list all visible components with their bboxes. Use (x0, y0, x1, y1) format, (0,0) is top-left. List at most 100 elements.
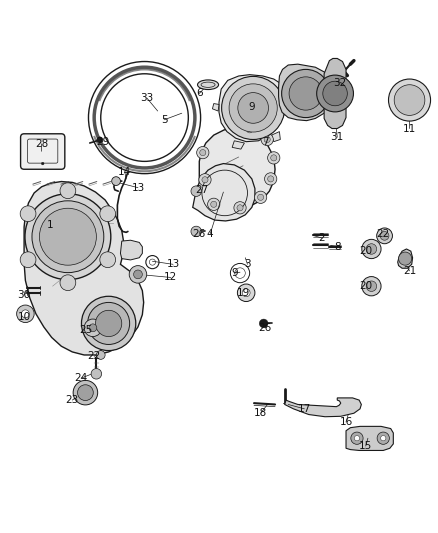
Circle shape (21, 310, 29, 318)
Text: 10: 10 (18, 312, 31, 322)
Polygon shape (272, 132, 280, 142)
Circle shape (84, 319, 102, 336)
Circle shape (265, 173, 277, 185)
FancyBboxPatch shape (21, 134, 65, 169)
Circle shape (20, 206, 36, 222)
Circle shape (354, 435, 360, 441)
Circle shape (197, 147, 209, 159)
Text: 17: 17 (298, 404, 311, 414)
Text: 22: 22 (88, 351, 101, 361)
Polygon shape (346, 426, 393, 450)
Circle shape (91, 368, 102, 379)
Circle shape (208, 198, 220, 211)
Circle shape (394, 85, 425, 115)
Ellipse shape (198, 80, 219, 90)
Text: 25: 25 (79, 325, 92, 335)
Circle shape (238, 93, 268, 123)
Polygon shape (279, 64, 333, 120)
Circle shape (39, 208, 96, 265)
Circle shape (380, 231, 389, 240)
Circle shape (289, 77, 322, 110)
Circle shape (317, 75, 353, 112)
Circle shape (229, 84, 277, 132)
Text: 16: 16 (339, 417, 353, 427)
Text: 13: 13 (166, 260, 180, 269)
Polygon shape (398, 249, 413, 268)
Circle shape (323, 81, 347, 106)
Circle shape (222, 76, 285, 140)
Circle shape (381, 435, 386, 441)
Circle shape (200, 150, 206, 156)
Circle shape (377, 432, 389, 445)
Circle shape (399, 252, 412, 265)
Circle shape (244, 124, 256, 136)
Circle shape (100, 252, 116, 268)
Polygon shape (212, 103, 219, 111)
Circle shape (264, 136, 270, 142)
Text: 5: 5 (161, 115, 168, 125)
Circle shape (112, 177, 120, 185)
Text: 1: 1 (47, 220, 54, 230)
Circle shape (261, 133, 273, 146)
Circle shape (237, 205, 243, 211)
Text: 29: 29 (96, 136, 110, 147)
Text: 14: 14 (118, 167, 131, 177)
Polygon shape (219, 75, 287, 142)
Text: 30: 30 (18, 290, 31, 300)
Text: 22: 22 (377, 229, 390, 239)
Text: 23: 23 (66, 395, 79, 405)
Circle shape (60, 183, 76, 199)
Circle shape (254, 191, 267, 204)
Circle shape (242, 289, 250, 297)
Text: 21: 21 (403, 266, 416, 276)
Text: 20: 20 (359, 281, 372, 291)
Circle shape (96, 351, 105, 359)
Text: 7: 7 (261, 136, 268, 147)
Text: 3: 3 (244, 260, 251, 269)
Circle shape (78, 385, 93, 400)
Circle shape (81, 296, 136, 351)
Text: 18: 18 (254, 408, 267, 418)
Circle shape (366, 281, 377, 292)
Text: 6: 6 (196, 88, 203, 99)
Text: 20: 20 (359, 246, 372, 256)
Text: 2: 2 (318, 233, 325, 243)
Circle shape (60, 275, 76, 290)
Circle shape (351, 432, 363, 445)
Text: 27: 27 (195, 185, 208, 195)
Circle shape (73, 381, 98, 405)
Circle shape (282, 69, 330, 118)
Polygon shape (120, 240, 142, 260)
Circle shape (25, 194, 111, 280)
Circle shape (100, 206, 116, 222)
Polygon shape (193, 164, 255, 221)
Circle shape (211, 201, 217, 207)
Text: 8: 8 (334, 242, 341, 252)
Polygon shape (283, 84, 289, 91)
Circle shape (17, 305, 34, 322)
Polygon shape (24, 182, 144, 355)
Circle shape (389, 79, 431, 121)
Text: 28: 28 (35, 139, 48, 149)
Circle shape (32, 201, 104, 273)
Circle shape (20, 252, 36, 268)
Circle shape (234, 201, 246, 214)
Circle shape (95, 310, 122, 336)
Circle shape (268, 176, 274, 182)
Text: 9: 9 (231, 268, 238, 278)
Circle shape (191, 226, 201, 237)
Circle shape (362, 239, 381, 259)
Circle shape (366, 244, 377, 254)
Circle shape (237, 284, 255, 302)
Text: 11: 11 (403, 124, 416, 134)
Text: 13: 13 (131, 183, 145, 192)
Circle shape (258, 194, 264, 200)
Polygon shape (324, 59, 346, 128)
Polygon shape (232, 141, 244, 149)
Text: 12: 12 (164, 272, 177, 282)
Text: 9: 9 (248, 102, 255, 111)
Circle shape (259, 319, 268, 328)
Circle shape (247, 127, 253, 133)
Circle shape (268, 152, 280, 164)
Circle shape (191, 186, 201, 197)
